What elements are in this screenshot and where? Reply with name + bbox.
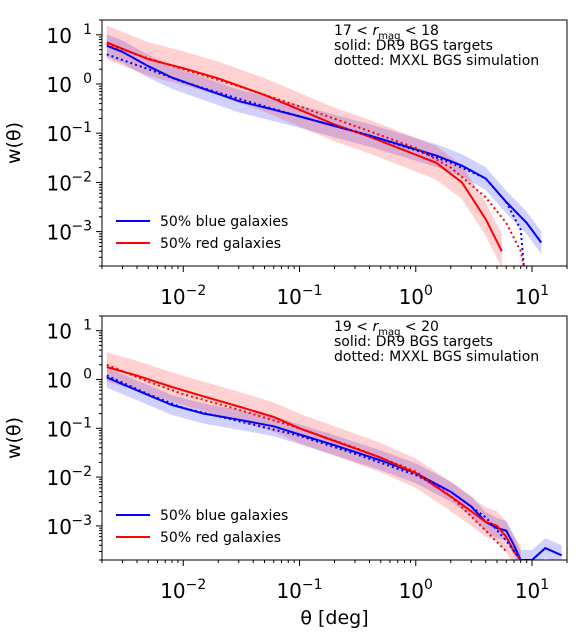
annotation-dotted: dotted: MXXL BGS simulation [334,349,539,365]
annotation-solid: solid: DR9 BGS targets [334,334,493,350]
x-tick-label: 10−1 [276,577,322,603]
y-tick-exponent: 1 [83,318,92,334]
y-tick-exponent: 0 [83,366,92,382]
plot-area [106,25,543,266]
magnitude-range-label: 17 < rmag < 18 [334,23,439,42]
y-tick-exponent: −2 [71,169,92,185]
y-axis-title: w(θ) [3,417,25,459]
x-tick-label: 101 [515,577,549,603]
legend: 50% blue galaxies 50% red galaxies [116,508,288,546]
y-tick-label: 10 [47,466,72,490]
error-band-1 [106,25,502,266]
y-axis-title: w(θ) [3,122,25,164]
error-band-0 [106,34,542,254]
y-tick-exponent: −1 [71,415,92,431]
x-tick-label: 10−1 [276,283,322,309]
x-tick-label: 100 [399,283,433,309]
y-tick-label: 10 [47,73,72,97]
series-dotted-3 [106,43,525,266]
y-tick-exponent: 1 [83,22,92,38]
x-tick-label: 101 [515,283,549,309]
y-tick-exponent: −2 [71,464,92,480]
x-axis-title: θ [deg] [300,607,368,629]
legend-label: 50% blue galaxies [160,214,288,230]
y-tick-exponent: −1 [71,120,92,136]
y-tick-label: 10 [47,515,72,539]
legend-label: 50% red galaxies [160,530,281,546]
annotation-solid: solid: DR9 BGS targets [334,38,493,54]
y-tick-exponent: 0 [83,71,92,87]
error-band-1 [106,352,521,560]
y-tick-label: 10 [47,122,72,146]
y-tick-label: 10 [47,417,72,441]
y-tick-exponent: −3 [71,513,92,529]
series-dotted-2 [106,53,525,266]
magnitude-range-label: 19 < rmag < 20 [334,319,439,338]
plot-area [106,352,563,560]
y-tick-label: 10 [47,368,72,392]
y-tick-label: 10 [47,171,72,195]
y-tick-label: 10 [47,24,72,48]
y-tick-label: 10 [47,221,72,245]
legend-label: 50% blue galaxies [160,508,288,524]
x-tick-label: 100 [399,577,433,603]
annotation-dotted: dotted: MXXL BGS simulation [334,53,539,69]
x-tick-label: 10−2 [160,283,206,309]
y-tick-exponent: −3 [71,219,92,235]
x-tick-label: 10−2 [160,577,206,603]
legend-label: 50% red galaxies [160,236,281,252]
y-tick-label: 10 [47,320,72,344]
legend: 50% blue galaxies 50% red galaxies [116,214,288,252]
